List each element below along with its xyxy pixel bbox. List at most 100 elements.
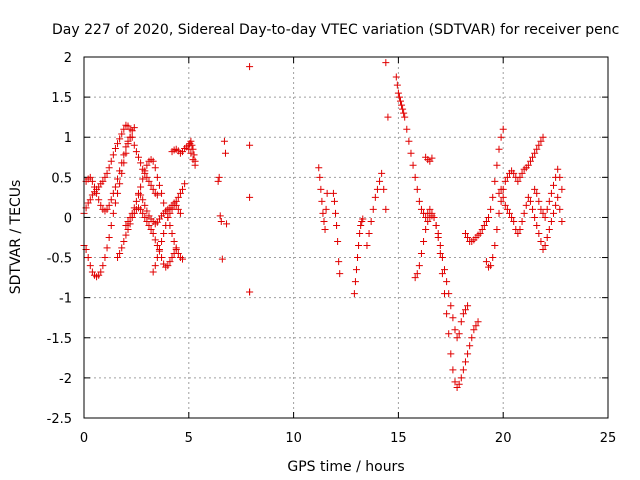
data-point xyxy=(246,141,254,149)
data-point xyxy=(84,254,92,262)
data-point xyxy=(424,217,432,225)
data-point xyxy=(105,234,113,241)
data-point xyxy=(392,73,400,81)
data-point xyxy=(453,334,461,342)
data-point xyxy=(420,238,428,246)
data-point xyxy=(432,221,440,229)
data-point xyxy=(139,175,147,183)
data-point xyxy=(220,137,228,145)
data-point xyxy=(114,175,122,183)
data-point xyxy=(118,244,126,252)
data-point xyxy=(93,189,101,197)
data-point xyxy=(323,189,331,197)
data-point xyxy=(223,220,231,228)
data-point xyxy=(172,201,180,209)
data-point xyxy=(103,205,111,213)
data-point xyxy=(516,173,524,181)
data-point xyxy=(558,185,566,193)
data-point xyxy=(459,366,467,374)
data-point xyxy=(320,217,328,225)
series-arc-i xyxy=(185,137,199,165)
data-point xyxy=(99,177,107,185)
data-point xyxy=(116,180,124,188)
data-point xyxy=(130,141,138,149)
axis-ticks: 0 5 10 15 20 25 -2.5 -2 -1.5 -1 -0.5 0 0.5 1 1.5 2 xyxy=(47,51,617,446)
data-point xyxy=(518,217,526,225)
data-point xyxy=(503,205,511,213)
data-point xyxy=(105,164,113,172)
data-point xyxy=(495,189,503,197)
data-point xyxy=(510,217,518,225)
data-point xyxy=(556,205,564,213)
data-point xyxy=(359,215,367,223)
data-point xyxy=(501,201,509,209)
data-point xyxy=(531,213,539,221)
x-axis-label: GPS time / hours xyxy=(287,459,404,475)
data-point xyxy=(461,358,469,366)
data-point xyxy=(86,173,94,181)
data-point xyxy=(497,133,505,141)
data-point xyxy=(468,334,476,342)
data-point xyxy=(97,201,105,209)
data-point xyxy=(505,209,513,217)
data-point xyxy=(451,326,459,334)
x-tick-label: 15 xyxy=(390,431,407,446)
data-point xyxy=(149,185,157,193)
data-point xyxy=(533,145,541,153)
y-tick-label: -1 xyxy=(59,292,72,307)
data-point xyxy=(470,326,478,334)
data-point xyxy=(107,157,115,165)
data-point xyxy=(407,149,415,157)
data-point xyxy=(443,278,451,286)
data-point xyxy=(187,137,195,145)
data-point xyxy=(485,213,493,221)
data-point xyxy=(487,262,495,270)
data-point xyxy=(181,180,189,188)
data-point xyxy=(160,199,168,207)
data-point xyxy=(217,217,225,225)
series-arc-r xyxy=(411,212,482,392)
data-point xyxy=(371,193,379,201)
data-point xyxy=(539,133,547,141)
data-point xyxy=(147,181,155,189)
data-point xyxy=(535,229,543,237)
data-point xyxy=(97,268,105,276)
data-point xyxy=(356,229,364,237)
data-point xyxy=(101,173,109,181)
data-point xyxy=(400,109,408,117)
data-point xyxy=(116,135,124,143)
data-point xyxy=(464,234,472,241)
data-point xyxy=(132,197,140,205)
data-point xyxy=(137,183,145,191)
data-point xyxy=(524,161,532,169)
data-point xyxy=(520,209,528,217)
data-point xyxy=(109,151,117,159)
data-point xyxy=(474,318,482,326)
data-point xyxy=(351,278,359,286)
data-point xyxy=(545,197,553,205)
data-point xyxy=(464,350,472,358)
data-point xyxy=(491,242,499,250)
data-point xyxy=(461,306,469,314)
data-point xyxy=(319,209,327,217)
data-point xyxy=(332,209,340,217)
data-point xyxy=(436,242,444,250)
data-point xyxy=(350,290,358,298)
y-tick-label: 0 xyxy=(64,211,72,226)
data-point xyxy=(189,145,197,153)
data-point xyxy=(457,318,465,326)
data-point xyxy=(491,177,499,185)
data-point xyxy=(107,196,115,204)
data-point xyxy=(170,250,178,258)
y-tick-label: 0.5 xyxy=(51,171,72,186)
data-point xyxy=(403,125,411,133)
data-point xyxy=(128,213,136,221)
data-point xyxy=(543,205,551,213)
data-point xyxy=(547,217,555,225)
data-point xyxy=(151,164,159,172)
data-point xyxy=(187,149,195,157)
data-point xyxy=(145,177,153,185)
data-point xyxy=(533,189,541,197)
data-point xyxy=(151,262,159,270)
data-point xyxy=(487,205,495,213)
